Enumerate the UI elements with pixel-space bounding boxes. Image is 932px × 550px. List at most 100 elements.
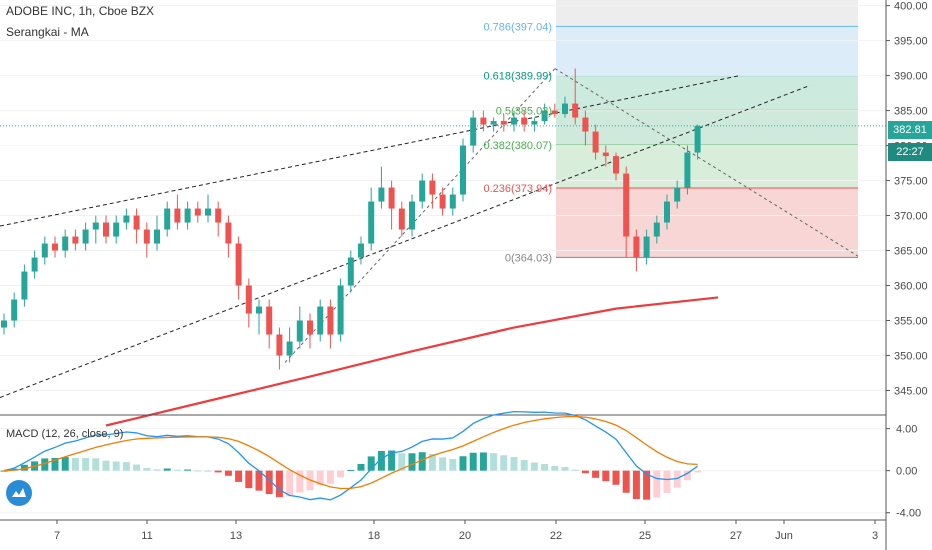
candle-4 [41,236,48,265]
macd-axis[interactable]: 4.00 0.00 -4.00 [886,424,921,520]
macd-hist-bar [163,468,171,471]
x-tick-label-8: Jun [775,530,793,542]
candle-13 [133,208,140,244]
candle-body [72,236,79,244]
macd-hist-bar [673,470,681,488]
candle-52 [531,117,538,132]
price-axis[interactable]: 345.00 350.00 355.00 360.00 365.00 370.00 375.… [886,1,928,398]
candle-body [307,320,313,335]
candle-38 [388,180,395,230]
macd-hist-bar [571,469,579,471]
macd-hist-bar [326,470,334,484]
tradingview-logo[interactable] [6,480,32,506]
candle-16 [164,201,171,237]
last-price-badge: 382.81 [888,121,932,139]
candle-30 [307,313,313,349]
macd-hist-bar [71,458,79,471]
candle-40 [409,194,415,237]
macd-hist-bar [173,469,181,471]
x-tick-label-6: 25 [639,530,651,542]
macd-hist-bar [683,470,691,481]
candle-25 [256,299,262,335]
candle-41 [419,173,426,209]
x-tick-label-0: 7 [54,530,60,542]
macd-histogram [0,450,702,500]
candle-body [541,110,548,122]
macd-hist-bar [41,458,49,471]
indicator-label: Serangkai - MA [6,25,89,39]
fibonacci-retracement[interactable] [556,0,858,258]
x-tick-label-1: 11 [141,530,152,542]
candle-body [582,117,589,132]
macd-hist-bar [510,457,518,471]
macd-hist-bar [255,470,263,491]
candle-60 [613,152,619,181]
moving-average-line [105,296,719,427]
candle-body [439,194,446,209]
macd-hist-bar [694,470,702,473]
candle-34 [347,250,354,293]
candle-body [572,103,579,118]
candle-body [633,236,640,258]
macd-tick-label-0: 4.00 [896,424,917,436]
price-pane[interactable]: 0(364.03) 0.236(373.94) 0.382(380.07) 0.5(3… [0,0,886,427]
macd-hist-bar [265,470,273,495]
macd-hist-bar [61,457,69,471]
candle-62 [633,229,640,272]
candle-5 [52,236,58,258]
candle-1 [11,292,18,328]
candle-2 [21,264,28,307]
candle-22 [225,215,232,258]
candle-body [602,152,609,157]
x-tick-label-7: 27 [730,530,742,542]
candle-46 [470,110,477,153]
candle-61 [623,166,630,258]
candle-body [694,125,701,153]
lower-channel-line [0,84,811,398]
logo-icon [12,488,26,497]
candle-body [256,306,262,314]
time-axis[interactable]: 7 11 13 18 20 22 25 27 Jun 3 [54,520,878,542]
candle-body [378,187,385,202]
candle-body [684,152,691,188]
macd-hist-bar [653,470,661,498]
candle-body [653,222,660,237]
candle-42 [429,173,436,209]
x-tick-label-4: 20 [459,530,471,542]
candle-body [674,187,681,202]
macd-hist-bar [122,462,130,471]
candle-39 [398,201,405,237]
candle-17 [174,194,181,230]
fib-label-0.786: 0.786(397.04) [484,21,553,33]
x-tick-label-2: 13 [230,530,242,542]
macd-hist-bar [82,458,90,471]
macd-pane[interactable] [0,410,886,514]
macd-hist-bar [561,467,569,471]
candle-66 [674,180,681,209]
candle-68 [694,124,701,160]
x-tick-label-5: 22 [550,530,562,542]
fib-label-0.236: 0.236(373.94) [484,183,553,195]
macd-hist-bar [551,466,559,471]
candle-body [123,215,130,223]
candle-6 [62,229,69,258]
candle-7 [72,229,79,251]
candle-27 [276,327,283,370]
candle-11 [113,215,120,244]
candle-body [143,229,150,244]
candle-body [133,215,140,230]
macd-hist-bar [133,464,141,471]
candle-body [235,243,242,286]
y-tick-label-11: 400.00 [894,1,928,13]
macd-hist-bar [20,464,28,471]
candle-59 [602,145,609,167]
candle-body [52,243,58,251]
macd-hist-bar [408,453,416,471]
candle-body [174,208,181,223]
candle-0 [1,313,7,335]
candle-body [184,208,191,223]
y-tick-label-10: 395.00 [894,36,928,48]
macd-tick-label-1: 0.00 [896,466,917,478]
candle-49 [500,114,507,132]
